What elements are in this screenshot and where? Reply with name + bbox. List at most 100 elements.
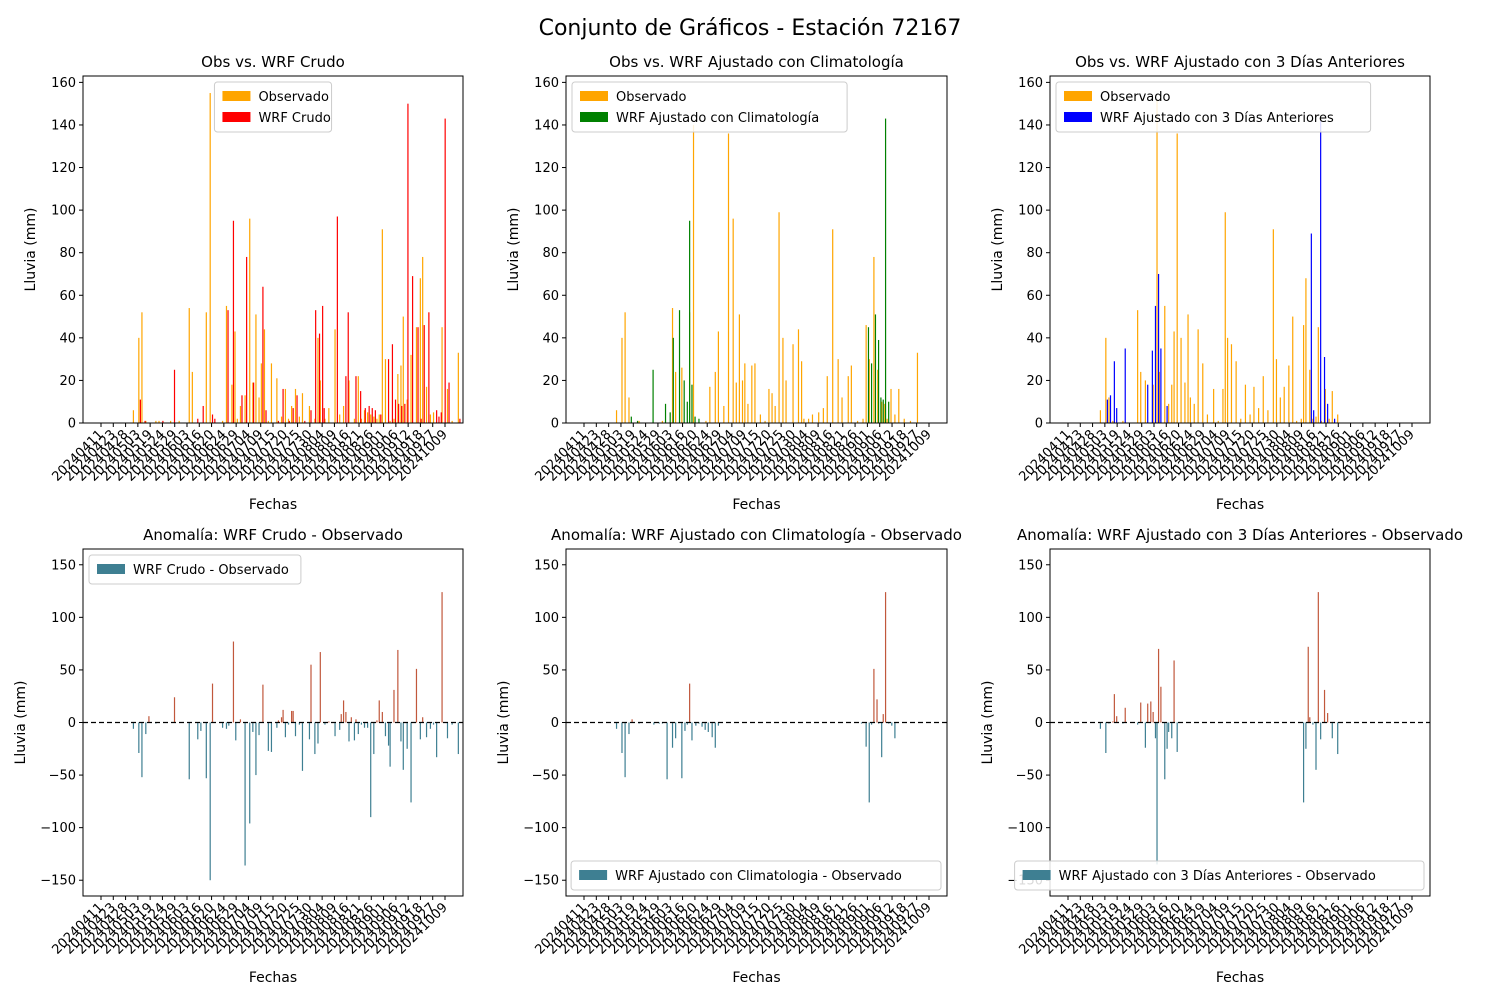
y-tick-label: 100 [534, 611, 559, 626]
bar [138, 722, 140, 753]
bar [890, 388, 892, 423]
bar [807, 418, 810, 423]
bar [423, 325, 425, 423]
bar [909, 420, 912, 423]
bar [1283, 386, 1285, 423]
bar [1307, 646, 1309, 723]
bar [1168, 722, 1170, 732]
chart-panel-5: Anomalía: WRF Ajustado con Climatología … [496, 526, 962, 986]
bar [239, 405, 242, 423]
bar [771, 393, 773, 423]
bar [292, 710, 294, 723]
legend-label: WRF Ajustado con Climatología [616, 111, 819, 126]
chart-title: Obs vs. WRF Ajustado con 3 Días Anterior… [1075, 53, 1405, 71]
bar [342, 700, 345, 723]
bar [155, 420, 157, 423]
bar [865, 325, 867, 423]
bar [903, 418, 905, 423]
legend-label: WRF Crudo - Observado [133, 563, 289, 578]
bar [624, 722, 626, 778]
bar [376, 720, 378, 723]
legend: WRF Ajustado con Climatologia - Observad… [570, 860, 942, 891]
legend-swatch [97, 564, 125, 574]
bar [441, 327, 443, 423]
bar [1116, 408, 1118, 423]
bar [227, 310, 229, 423]
bar [661, 420, 664, 423]
chart-title: Anomalía: WRF Ajustado con Climatología … [551, 526, 962, 544]
bar [738, 314, 740, 423]
bar [841, 397, 843, 423]
bar [1173, 660, 1175, 723]
bar [397, 374, 399, 423]
bar [214, 418, 216, 423]
series-1 [1099, 592, 1339, 865]
chart-title: Anomalía: WRF Crudo - Observado [143, 526, 403, 544]
bar [294, 388, 297, 423]
bar [882, 399, 884, 423]
bar [1327, 403, 1329, 423]
bar [144, 420, 146, 423]
bar [874, 314, 877, 423]
bar [624, 312, 626, 423]
bar [284, 388, 287, 423]
bar [391, 344, 394, 423]
bar [209, 722, 211, 881]
bar [319, 652, 321, 723]
y-tick-label: 80 [59, 246, 76, 261]
bar [1323, 689, 1326, 723]
y-tick-label: 0 [68, 716, 76, 731]
bar [873, 256, 875, 423]
legend-swatch [579, 870, 608, 880]
bar [400, 365, 402, 423]
bar [1124, 707, 1126, 723]
bar [1305, 722, 1307, 749]
bar [621, 337, 623, 423]
bar [751, 365, 753, 423]
bar [378, 414, 380, 423]
bar [252, 722, 254, 732]
bar [1315, 722, 1317, 770]
bar [360, 391, 362, 423]
bar [1302, 325, 1305, 423]
bar [711, 722, 713, 738]
bar [451, 420, 453, 423]
y-tick-label: 0 [1035, 716, 1043, 731]
legend-label: Observado [1100, 90, 1171, 105]
bar [438, 416, 440, 423]
bar [162, 420, 164, 423]
bar [1272, 229, 1274, 423]
bar [1173, 331, 1175, 423]
bar [714, 722, 716, 748]
bar [1140, 371, 1142, 423]
bar [384, 359, 387, 423]
bar [1312, 722, 1314, 725]
legend-swatch [580, 91, 608, 101]
y-tick-label: 20 [59, 374, 76, 389]
bar [389, 722, 391, 767]
bar [1249, 414, 1251, 423]
bar [419, 278, 421, 423]
bar [249, 722, 251, 824]
bar [1147, 703, 1149, 723]
bar [444, 118, 446, 423]
bar [446, 722, 449, 739]
bar [658, 722, 660, 724]
bar [406, 399, 408, 423]
y-tick-label: 80 [542, 246, 559, 261]
y-tick-label: 60 [1026, 289, 1043, 304]
bar [628, 397, 630, 423]
bar [260, 363, 262, 423]
bar [847, 376, 849, 423]
bar [873, 668, 875, 723]
chart-title: Obs vs. WRF Ajustado con Climatología [609, 53, 904, 71]
bar [141, 312, 143, 423]
bar [1197, 329, 1199, 423]
y-tick-label: 60 [59, 289, 76, 304]
bar [364, 408, 366, 423]
bar [867, 327, 870, 423]
bar [225, 722, 228, 729]
bar [357, 722, 359, 735]
legend-swatch [222, 112, 251, 122]
bar [253, 382, 255, 423]
